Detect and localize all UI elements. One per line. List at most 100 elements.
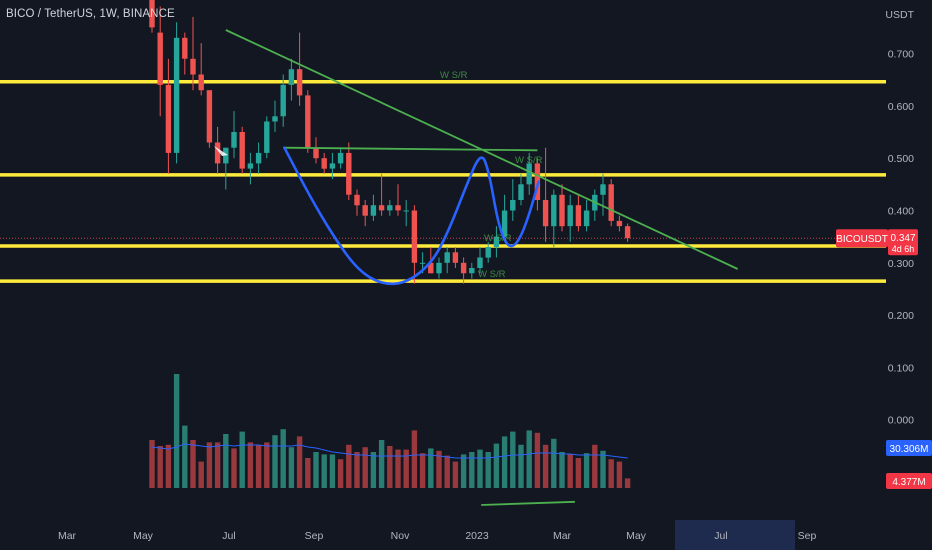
candle-body — [198, 74, 204, 91]
volume-bar — [592, 444, 598, 488]
candle-body — [206, 90, 213, 143]
volume-bar — [288, 447, 295, 488]
volume-bar — [272, 435, 278, 488]
price-axis-tick: 0.400 — [888, 206, 914, 218]
volume-bar — [354, 452, 360, 488]
time-axis-label: Mar — [58, 530, 77, 542]
ws-r-label: W S/R — [515, 155, 543, 166]
candle-body — [567, 205, 573, 227]
candle-body — [575, 205, 582, 227]
candle-body — [157, 32, 163, 85]
price-axis-unit: USDT — [885, 9, 914, 21]
candle-body — [510, 200, 516, 211]
candle-body — [395, 205, 401, 211]
candle-body — [346, 152, 352, 195]
candle-body — [264, 121, 270, 153]
candle-body — [444, 252, 450, 263]
candle-body — [255, 152, 262, 164]
volume-bar — [403, 449, 409, 488]
candle-body — [493, 236, 500, 248]
volume-bar — [255, 444, 262, 488]
candle-body — [624, 226, 631, 239]
volume-value: 4.377M — [892, 477, 925, 488]
volume-bar — [305, 458, 311, 488]
volume-bar — [419, 453, 426, 488]
ws-r-label: W S/R — [478, 269, 506, 280]
candle-body — [403, 210, 409, 212]
volume-bar — [280, 429, 286, 488]
candle-body — [419, 262, 426, 264]
candle-body — [526, 163, 532, 185]
candle-body — [559, 194, 565, 227]
volume-bar — [173, 374, 180, 488]
candle-body — [190, 58, 196, 75]
volume-badge — [886, 473, 932, 489]
ws-r-label: W S/R — [440, 70, 468, 81]
candle-body — [280, 84, 286, 117]
volume-bar — [575, 458, 582, 488]
price-axis-tick: 0.100 — [888, 362, 914, 374]
volume-bar — [264, 442, 270, 488]
candle-body — [452, 252, 459, 263]
candle-body — [329, 163, 336, 169]
candle-body — [411, 210, 418, 263]
time-axis-label: Jul — [714, 530, 727, 542]
candle-body — [518, 184, 524, 200]
annotation-labels: W S/R W S/R W S/R W S/R — [440, 70, 543, 280]
volume-bar — [337, 459, 344, 488]
volume-bar — [313, 452, 319, 488]
symbol-badge — [836, 229, 888, 248]
price-badge — [888, 229, 918, 256]
volume-bar — [485, 452, 491, 488]
volume-bar — [206, 442, 213, 488]
volume-bar — [165, 444, 172, 488]
volume-bar — [559, 452, 565, 488]
candle-body — [387, 205, 393, 211]
volume-bar — [493, 443, 500, 488]
volume-ma-badge — [886, 440, 932, 456]
time-axis-label: Mar — [553, 530, 572, 542]
candle-body — [296, 69, 303, 96]
volume-bar — [296, 436, 303, 488]
volume-bar — [551, 438, 557, 488]
price-pane — [0, 0, 886, 284]
volume-bar — [526, 430, 532, 488]
candle-body — [247, 163, 254, 169]
candle-body — [149, 0, 155, 28]
candle-body — [337, 152, 344, 164]
volume-bar — [395, 449, 401, 488]
candle-body — [354, 194, 360, 206]
volume-bar — [198, 461, 204, 488]
volume-bar — [444, 455, 450, 488]
volume-bar — [583, 453, 590, 488]
volume-bar — [567, 454, 573, 488]
trendline — [481, 500, 575, 506]
candle-body — [288, 69, 295, 85]
candle-body — [313, 147, 319, 159]
volume-bar — [223, 434, 229, 488]
price-badge-value: 0.347 — [890, 233, 915, 244]
volume-bar — [214, 442, 221, 488]
candle-body — [600, 184, 606, 195]
volume-bar — [362, 447, 368, 488]
volume-bar — [239, 431, 245, 488]
volume-bar — [411, 430, 418, 488]
arrow-marker — [214, 146, 228, 156]
candle-body — [272, 116, 278, 122]
time-axis: Mar May Jul Sep Nov 2023 Mar May Jul Sep — [58, 530, 817, 542]
volume-bar — [190, 440, 196, 488]
time-axis-label: Jul — [222, 530, 235, 542]
volume-bar — [436, 450, 442, 488]
candle-body — [477, 257, 483, 268]
volume-bar — [477, 449, 483, 488]
volume-bar — [518, 444, 524, 488]
time-axis-label: May — [626, 530, 647, 542]
candle-body — [485, 247, 491, 258]
volume-bar — [534, 432, 541, 488]
volume-bar — [157, 446, 163, 488]
drawings — [214, 29, 739, 506]
candle-body — [239, 132, 245, 169]
candle-body — [231, 132, 237, 148]
volume-bar — [321, 454, 327, 488]
